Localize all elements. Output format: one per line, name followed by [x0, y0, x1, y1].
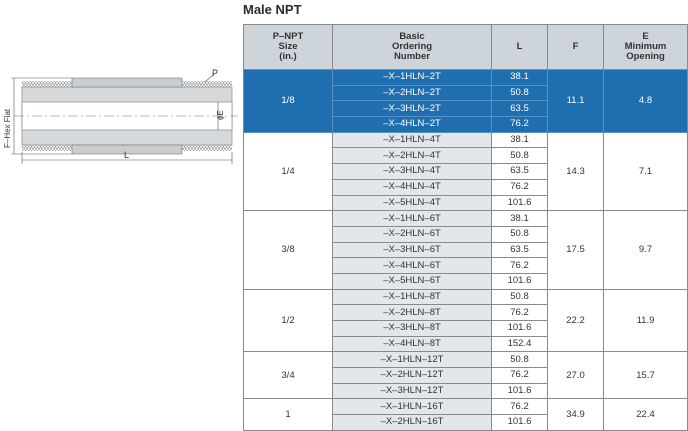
- ordering-number-cell: –X–4HLN–2T: [332, 116, 492, 133]
- length-cell: 76.2: [491, 367, 548, 384]
- ordering-number-cell: –X–5HLN–6T: [332, 272, 492, 290]
- label-f: F–Hex Flat: [3, 108, 12, 148]
- length-cell: 50.8: [491, 147, 548, 165]
- header-f: F: [547, 24, 604, 70]
- length-cell: 63.5: [491, 241, 548, 259]
- table-row: –X–3HLN–2T 63.5: [244, 100, 688, 118]
- ordering-number-cell: –X–2HLN–2T: [332, 84, 492, 102]
- ordering-number-cell: –X–2HLN–6T: [332, 225, 492, 243]
- label-l: L: [124, 150, 129, 160]
- size-cell: 1/8: [243, 69, 333, 133]
- length-cell: 101.6: [491, 320, 548, 337]
- table-row: 3/4 –X–1HLN–12T 50.8 27.0 15.7: [243, 351, 688, 400]
- length-cell: 101.6: [491, 194, 548, 212]
- length-cell: 76.2: [491, 398, 548, 416]
- ordering-number-cell: –X–4HLN–6T: [332, 257, 492, 274]
- length-cell: 101.6: [491, 272, 548, 290]
- spec-table: P–NPT Size (in.) Basic Ordering Number L F E…: [243, 24, 688, 431]
- min-opening-cell: 7.1: [603, 131, 688, 212]
- length-cell: 63.5: [491, 163, 548, 180]
- ordering-number-cell: –X–1HLN–6T: [332, 210, 492, 227]
- header-l: L: [491, 24, 548, 70]
- hex-flat-cell: 22.2: [547, 288, 604, 353]
- header-ordering: Basic Ordering Number: [332, 24, 492, 70]
- length-cell: 76.2: [491, 178, 548, 196]
- ordering-number-cell: –X–1HLN–12T: [332, 351, 492, 369]
- length-cell: 50.8: [491, 288, 548, 306]
- ordering-number-cell: –X–3HLN–12T: [332, 382, 492, 400]
- hex-flat-cell: 14.3: [547, 131, 604, 212]
- nipple-body: [14, 77, 238, 155]
- min-opening-cell: 11.9: [603, 288, 688, 353]
- ordering-number-cell: –X–1HLN–16T: [332, 398, 492, 416]
- ordering-number-cell: –X–2HLN–8T: [332, 304, 492, 321]
- hex-flat-cell: 11.1: [547, 69, 604, 133]
- length-cell: 38.1: [491, 210, 548, 227]
- length-cell: 50.8: [491, 351, 548, 369]
- length-cell: 101.6: [491, 414, 548, 431]
- table-row: –X–2HLN–4T 50.8: [244, 147, 688, 165]
- length-cell: 38.1: [491, 69, 548, 86]
- fitting-drawing: P ϕE F–Hex Flat L: [3, 68, 238, 164]
- ordering-number-cell: –X–2HLN–12T: [332, 367, 492, 384]
- table-row: –X–4HLN–4T 76.2: [244, 178, 688, 196]
- ordering-number-cell: –X–4HLN–4T: [332, 178, 492, 196]
- ordering-number-cell: –X–2HLN–16T: [332, 414, 492, 431]
- table-row: –X–2HLN–8T 76.2: [244, 304, 688, 321]
- length-cell: 50.8: [491, 84, 548, 102]
- dimension-lines: [11, 73, 233, 164]
- ordering-number-cell: –X–5HLN–4T: [332, 194, 492, 212]
- table-row: –X–4HLN–6T 76.2: [244, 257, 688, 274]
- label-e: ϕE: [216, 110, 225, 120]
- ordering-number-cell: –X–3HLN–2T: [332, 100, 492, 118]
- header-e: E Minimum Opening: [603, 24, 688, 70]
- min-opening-cell: 4.8: [603, 69, 688, 133]
- ordering-number-cell: –X–2HLN–4T: [332, 147, 492, 165]
- table-row: 3/8 –X–1HLN–6T 38.1 17.5 9.7: [243, 210, 688, 290]
- header-size: P–NPT Size (in.): [243, 24, 333, 70]
- hex-flat-cell: 17.5: [547, 210, 604, 290]
- length-cell: 76.2: [491, 257, 548, 274]
- length-cell: 50.8: [491, 225, 548, 243]
- page-title: Male NPT: [243, 2, 302, 17]
- ordering-number-cell: –X–3HLN–6T: [332, 241, 492, 259]
- length-cell: 76.2: [491, 304, 548, 321]
- length-cell: 76.2: [491, 116, 548, 133]
- ordering-number-cell: –X–1HLN–8T: [332, 288, 492, 306]
- label-p: P: [212, 68, 218, 78]
- size-cell: 1/4: [243, 131, 333, 212]
- table-row: 1 –X–1HLN–16T 76.2 34.9 22.4: [243, 398, 688, 431]
- table-row: 1/8 –X–1HLN–2T 38.1 11.1 4.8: [243, 69, 688, 133]
- table-row: –X–3HLN–12T 101.6: [244, 382, 688, 400]
- table-row: –X–5HLN–6T 101.6: [244, 272, 688, 290]
- length-cell: 38.1: [491, 131, 548, 149]
- ordering-number-cell: –X–1HLN–2T: [332, 69, 492, 86]
- ordering-number-cell: –X–4HLN–8T: [332, 335, 492, 353]
- size-cell: 1/2: [243, 288, 333, 353]
- size-cell: 3/4: [243, 351, 333, 400]
- length-cell: 101.6: [491, 382, 548, 400]
- ordering-number-cell: –X–3HLN–4T: [332, 163, 492, 180]
- table-row: 1/4 –X–1HLN–4T 38.1 14.3 7.1: [243, 131, 688, 212]
- min-opening-cell: 22.4: [603, 398, 688, 431]
- table-body: 1/8 –X–1HLN–2T 38.1 11.1 4.8 –X–2HLN–2T 50.8 –X…: [243, 69, 688, 431]
- ordering-number-cell: –X–3HLN–8T: [332, 320, 492, 337]
- header-row: P–NPT Size (in.) Basic Ordering Number L F E…: [243, 24, 688, 70]
- hex-flat-cell: 27.0: [547, 351, 604, 400]
- min-opening-cell: 15.7: [603, 351, 688, 400]
- min-opening-cell: 9.7: [603, 210, 688, 290]
- size-cell: 3/8: [243, 210, 333, 290]
- length-cell: 152.4: [491, 335, 548, 353]
- table-row: 1/2 –X–1HLN–8T 50.8 22.2 11.9: [243, 288, 688, 353]
- table-row: –X–2HLN–6T 50.8: [244, 225, 688, 243]
- length-cell: 63.5: [491, 100, 548, 118]
- ordering-number-cell: –X–1HLN–4T: [332, 131, 492, 149]
